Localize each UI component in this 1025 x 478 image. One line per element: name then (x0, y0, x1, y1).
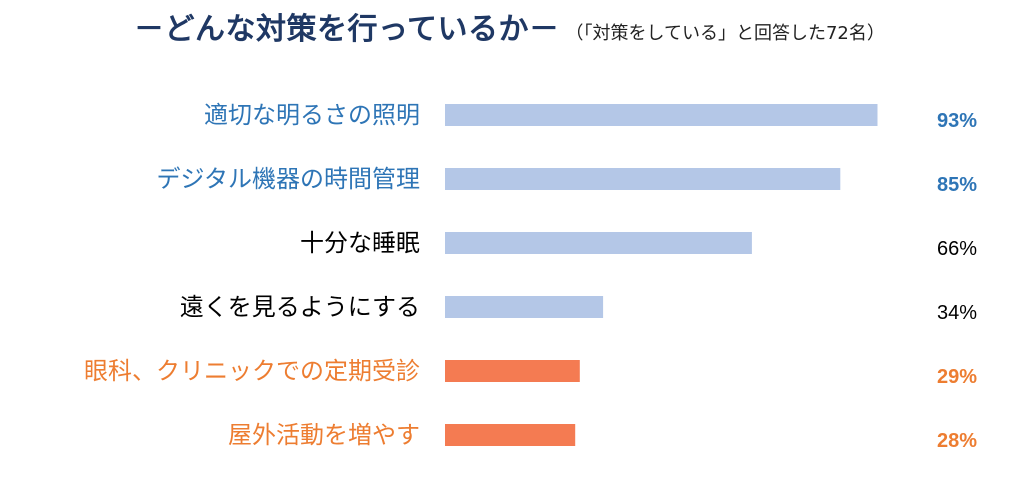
chart-title-main: －どんな対策を行っているか－ (134, 12, 560, 47)
value-label: 29% (937, 366, 977, 388)
value-label: 34% (937, 302, 977, 324)
bar (445, 232, 752, 254)
category-label: 遠くを見るようにする (180, 293, 420, 321)
value-label: 85% (937, 174, 977, 196)
bar (445, 296, 604, 318)
value-label: 93% (937, 110, 977, 132)
category-label: 適切な明るさの照明 (204, 101, 420, 129)
bar (445, 424, 576, 446)
chart-title: －どんな対策を行っているか－ （「対策をしている」と回答した72名） (134, 4, 885, 54)
category-label: デジタル機器の時間管理 (156, 165, 420, 193)
bar (445, 104, 878, 126)
bar (445, 360, 580, 382)
value-label: 66% (937, 238, 977, 260)
chart-title-note: （「対策をしている」と回答した72名） (565, 23, 885, 44)
bar (445, 168, 841, 190)
category-label: 十分な睡眠 (300, 229, 420, 257)
category-label: 眼科、クリニックでの定期受診 (84, 357, 420, 385)
value-label: 28% (937, 430, 977, 452)
category-label: 屋外活動を増やす (228, 421, 420, 449)
